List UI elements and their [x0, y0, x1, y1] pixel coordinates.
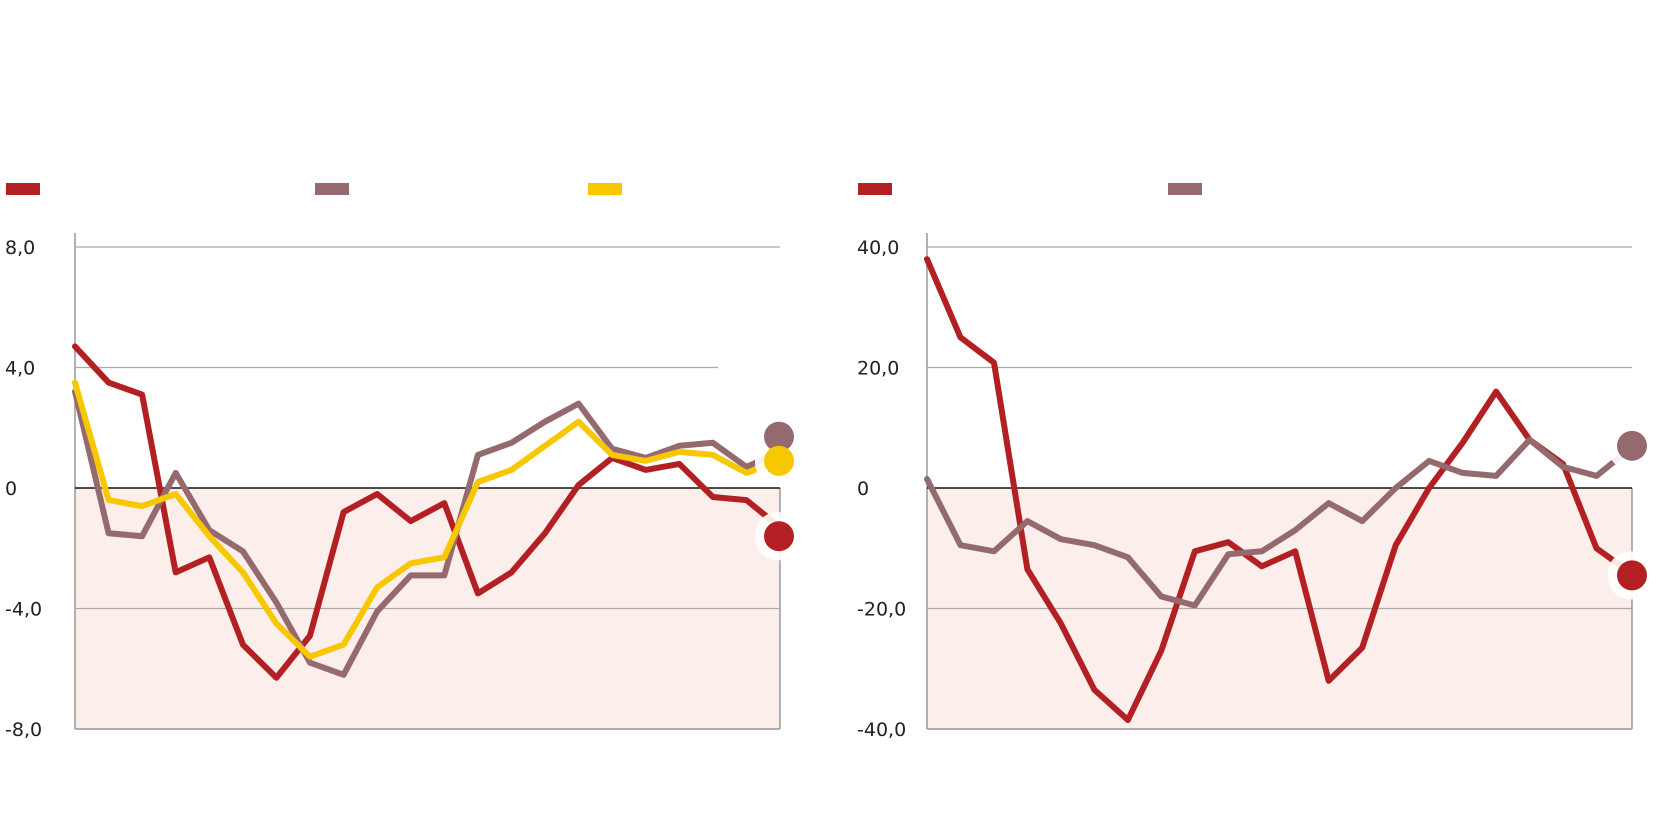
series-line-mauve: [924, 436, 1633, 609]
series-line-yellow: [72, 379, 783, 660]
series-line-red: [72, 343, 783, 681]
end-marker-red: [1617, 560, 1647, 591]
series-line-red: [924, 256, 1633, 723]
y-tick-label: 20,0: [857, 358, 899, 380]
legend-swatch-yellow: [588, 183, 622, 195]
legend-swatch-red: [6, 183, 40, 195]
y-tick-label: -4,0: [5, 599, 42, 621]
y-tick-label: -20,0: [857, 599, 906, 621]
legend-swatch-mauve: [1168, 183, 1202, 195]
y-tick-label: 4,0: [5, 358, 35, 380]
y-tick-label: 8,0: [5, 237, 35, 259]
end-marker-mauve: [1617, 430, 1647, 461]
end-marker-mauve: [764, 421, 794, 452]
y-tick-label: 0: [857, 478, 869, 500]
y-tick-label: 0: [5, 478, 17, 500]
series-line-mauve: [72, 388, 783, 678]
end-marker-red: [764, 521, 794, 552]
left-chart-panel: 8,0 4,0 0 -4,0 -8,0: [5, 183, 803, 741]
y-tick-label: -40,0: [857, 719, 906, 741]
right-chart-panel: 40,0 20,0 0 -20,0 -40,0: [857, 183, 1656, 741]
end-marker-yellow: [764, 445, 794, 476]
y-tick-label: 40,0: [857, 237, 899, 259]
y-tick-label: -8,0: [5, 719, 42, 741]
legend-swatch-mauve: [315, 183, 349, 195]
legend-swatch-red: [858, 183, 892, 195]
